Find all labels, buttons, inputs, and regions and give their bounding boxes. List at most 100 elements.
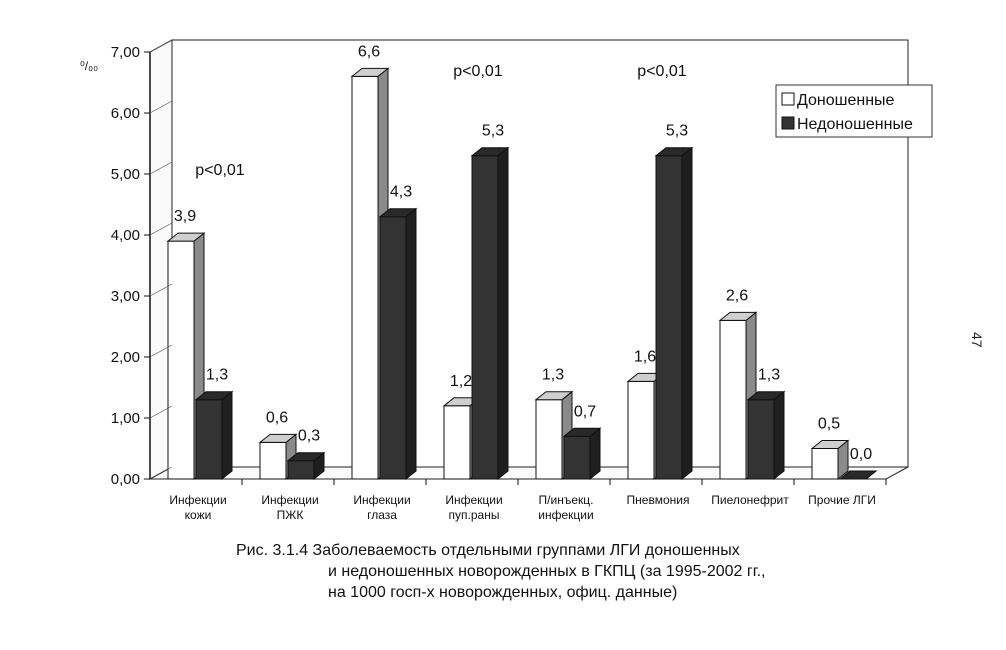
chart-frame (149, 39, 909, 480)
legend: Доношенные Недоношенные (775, 84, 933, 138)
data-label-term: 2,6 (726, 287, 748, 304)
bar-front (167, 240, 195, 480)
bar-side (221, 390, 233, 481)
category-label: Инфекции (353, 493, 410, 507)
y-tick-label: 4,00 (111, 227, 140, 244)
bar-preterm (194, 390, 234, 481)
caption-line-1: Рис. 3.1.4 Заболеваемость отдельными гру… (236, 542, 740, 559)
bars-group (166, 67, 878, 481)
legend-label-term: Доношенные (797, 92, 895, 109)
y-tick-label: 6,00 (111, 105, 140, 122)
bar-top (534, 391, 574, 401)
y-tick-depth (149, 466, 173, 480)
page-number: 47 (969, 332, 985, 348)
category-label: кожи (185, 508, 212, 522)
bar-top (654, 147, 694, 157)
category-label: инфекции (538, 508, 593, 522)
annotations: p<0,01 p<0,01 p<0,01 (195, 63, 686, 179)
data-label-term: 1,2 (450, 373, 472, 390)
data-label-term: 1,3 (542, 367, 564, 384)
caption-line-2: и недоношенных новорожденных в ГКПЦ (за … (328, 563, 766, 580)
data-label-preterm: 1,3 (206, 367, 228, 384)
bar-top (718, 311, 758, 321)
data-label-term: 1,6 (634, 348, 656, 365)
bar-side (681, 146, 693, 481)
category-label: ПЖК (277, 508, 304, 522)
y-tick-depth (149, 405, 173, 419)
bar-preterm (838, 470, 878, 480)
bar-side (589, 427, 601, 481)
y-tick-label: 7,00 (111, 44, 140, 61)
bar-front (443, 405, 471, 480)
bar-top (746, 391, 786, 401)
bar-side (773, 390, 785, 481)
y-tick-depth (149, 161, 173, 175)
y-tick-label: 3,00 (111, 288, 140, 305)
data-labels: 3,9 1,3 0,6 0,3 6,6 4,3 1,2 5,3 1,3 0,7 1,6 5,3 2,6 1… (174, 43, 872, 463)
data-label-preterm: 0,7 (574, 403, 596, 420)
category-label: Пневмония (627, 493, 690, 507)
y-tick-label: 2,00 (111, 349, 140, 366)
p-value-annotation: p<0,01 (453, 63, 502, 80)
p-value-annotation: p<0,01 (637, 63, 686, 80)
data-label-preterm: 5,3 (482, 123, 504, 140)
bar-preterm (378, 207, 418, 481)
bar-preterm (470, 146, 510, 481)
data-label-preterm: 1,3 (758, 367, 780, 384)
p-value-annotation: p<0,01 (195, 162, 244, 179)
legend-box (775, 84, 933, 138)
bar-front (811, 448, 839, 480)
category-label: Инфекции (169, 493, 226, 507)
category-label: Прочие ЛГИ (808, 493, 876, 507)
y-tick-depth (149, 283, 173, 297)
bar-top (258, 433, 298, 443)
category-label: пуп.раны (449, 508, 500, 522)
caption: Рис. 3.1.4 Заболеваемость отдельными гру… (236, 542, 766, 601)
bar-front (563, 435, 591, 480)
legend-label-preterm: Недоношенные (797, 116, 913, 133)
bar-preterm (746, 390, 786, 481)
legend-swatch-term (781, 92, 795, 106)
bar-front (195, 399, 223, 480)
y-tick-label: 0,00 (111, 471, 140, 488)
bar-preterm (562, 427, 602, 481)
bar-preterm (654, 146, 694, 481)
bar-top (286, 452, 326, 462)
bar-front (351, 75, 379, 480)
bar-top (194, 391, 234, 401)
data-label-preterm: 5,3 (666, 123, 688, 140)
bar-preterm (286, 451, 326, 481)
y-axis-ticks: 0,00 1,00 2,00 3,00 4,00 5,00 6,00 7,00 (111, 39, 173, 488)
bar-top (562, 427, 602, 437)
data-label-term: 0,5 (818, 416, 840, 433)
y-tick-label: 5,00 (111, 166, 140, 183)
data-label-preterm: 0,3 (298, 428, 320, 445)
bar-top (166, 232, 206, 242)
y-tick-label: 1,00 (111, 410, 140, 427)
x-axis-categories: ИнфекциикожиИнфекцииПЖКИнфекцииглазаИнфе… (169, 479, 887, 522)
category-label: Пиелонефрит (711, 493, 789, 507)
data-label-preterm: 4,3 (390, 184, 412, 201)
y-tick-depth (149, 344, 173, 358)
bar-top (378, 208, 418, 218)
bar-top (350, 67, 390, 77)
data-label-term: 3,9 (174, 208, 196, 225)
y-tick-depth (149, 222, 173, 236)
category-label: глаза (367, 508, 397, 522)
bar-top (838, 470, 878, 480)
bar-front (719, 319, 747, 480)
y-tick-depth (149, 100, 173, 114)
bar-front (287, 460, 315, 480)
bar-front (535, 399, 563, 480)
bar-front (471, 155, 499, 480)
bar-side (405, 207, 417, 481)
bar-front (627, 380, 655, 480)
y-axis-unit: ⁰/₀₀ (80, 59, 98, 73)
legend-swatch-preterm (781, 116, 795, 130)
category-label: П/инъекц. (539, 493, 594, 507)
data-label-term: 0,6 (266, 409, 288, 426)
caption-line-3: на 1000 госп-х новорожденных, офиц. данн… (328, 584, 677, 601)
category-label: Инфекции (445, 493, 502, 507)
category-label: Инфекции (261, 493, 318, 507)
